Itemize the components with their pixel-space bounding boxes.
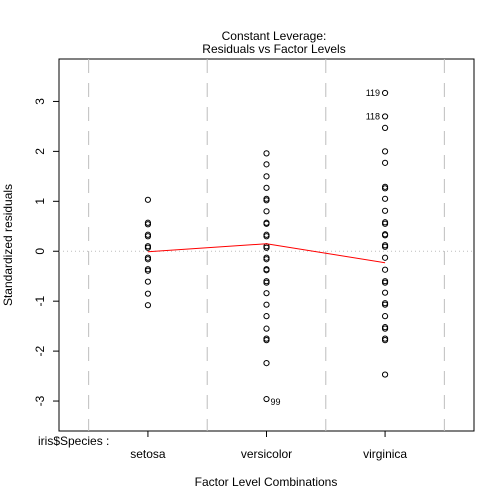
residual-point [144, 278, 152, 285]
x-axis-label: Factor Level Combinations [195, 475, 338, 489]
residual-point [263, 173, 270, 180]
fit-line [147, 243, 386, 264]
residual-point [381, 325, 389, 332]
residual-point [263, 290, 270, 297]
residual-point [381, 124, 389, 132]
residual-point [381, 337, 389, 344]
x-tick-label-virginica: virginica [363, 447, 407, 461]
residual-point [263, 313, 270, 320]
residual-point [144, 244, 152, 251]
y-tick-label: 3 [33, 98, 47, 105]
residual-point [381, 89, 389, 97]
residual-point [381, 371, 389, 378]
residual-point [381, 185, 389, 192]
point-annotation-99: 99 [271, 397, 281, 407]
residual-point [263, 301, 270, 308]
residual-point [381, 289, 389, 296]
residual-point [263, 197, 270, 204]
residual-point [144, 256, 152, 263]
residual-point [381, 220, 389, 227]
residual-point [381, 195, 389, 202]
residual-point [263, 150, 270, 157]
y-tick-label: 0 [33, 248, 47, 255]
residual-point [263, 233, 270, 240]
y-tick-label: -1 [33, 296, 47, 307]
residual-point [144, 221, 152, 228]
residual-point [263, 208, 270, 215]
y-tick-label: -2 [33, 345, 47, 356]
y-tick-label: 1 [33, 198, 47, 205]
residual-point [381, 243, 389, 250]
factor-label: iris$Species : [38, 434, 109, 448]
residual-point [381, 159, 389, 166]
residual-point [263, 184, 270, 191]
residual-point [144, 233, 152, 240]
y-tick-label: -3 [33, 395, 47, 406]
residual-point [144, 267, 152, 274]
residual-point [144, 290, 152, 297]
residual-point [381, 254, 389, 261]
x-tick-label-versicolor: versicolor [241, 447, 292, 461]
residual-point [381, 207, 389, 214]
y-tick-label: 2 [33, 148, 47, 155]
residual-point [144, 302, 152, 309]
residual-point [263, 395, 270, 403]
residual-point [381, 301, 389, 308]
point-annotation-119: 119 [366, 88, 380, 98]
residual-point [263, 267, 270, 274]
residual-point [263, 244, 270, 251]
residual-point [263, 220, 270, 227]
point-annotation-118: 118 [366, 111, 380, 121]
x-tick-label-setosa: setosa [130, 447, 166, 461]
residual-point [263, 325, 270, 332]
residual-point [381, 279, 389, 286]
residual-point [381, 313, 389, 320]
residual-point [144, 196, 152, 203]
residual-point [263, 279, 270, 286]
residual-point [381, 113, 389, 120]
y-axis-label: Standardized residuals [1, 184, 15, 306]
residual-point [381, 148, 389, 155]
residual-point [263, 161, 270, 168]
residual-point [263, 359, 270, 367]
residual-point [381, 266, 389, 273]
residual-point [263, 337, 270, 344]
chart-subtitle: Residuals vs Factor Levels [202, 42, 345, 56]
plot-area: -3 -2 -1 0 1 2 3 setosa versicolor virginica 119 11… [33, 58, 475, 461]
residual-point [263, 256, 270, 263]
residual-point [381, 232, 389, 239]
chart-title: Constant Leverage: [222, 29, 327, 43]
